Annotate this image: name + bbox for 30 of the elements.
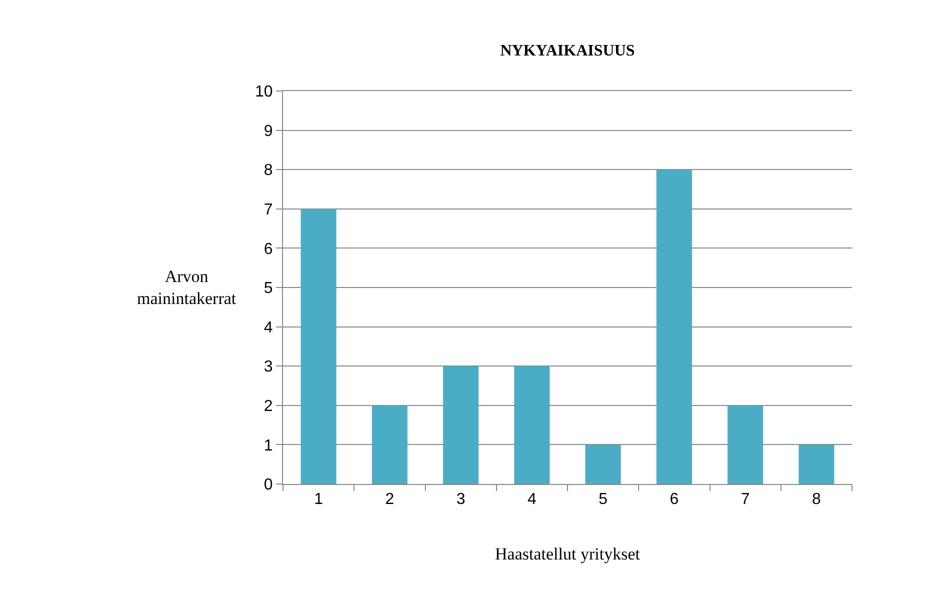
y-tick-label: 9 — [264, 122, 273, 140]
y-tick-label: 10 — [255, 84, 273, 101]
x-tick-label: 5 — [598, 491, 608, 508]
x-tick-label: 7 — [740, 491, 750, 508]
x-tick-label: 6 — [670, 491, 679, 508]
y-tick-label: 3 — [264, 358, 273, 376]
bar — [585, 444, 621, 484]
bar — [300, 208, 336, 484]
y-tick-label: 8 — [264, 162, 273, 180]
y-tick-label: 6 — [264, 240, 273, 258]
x-tick-label: 8 — [812, 491, 821, 508]
y-tick-label: 2 — [264, 398, 273, 415]
y-tick-label: 1 — [264, 437, 273, 454]
bar — [728, 405, 764, 484]
x-tick-label: 3 — [456, 491, 466, 508]
y-axis-title: Arvon mainintakerrat — [137, 267, 236, 308]
x-tick-label: 4 — [527, 491, 536, 508]
chart-title: NYKYAIKAISUUS — [500, 42, 635, 60]
x-tick-label: 2 — [385, 491, 394, 508]
x-axis-title: Haastatellut yritykset — [495, 544, 640, 564]
x-tick-label: 1 — [314, 491, 324, 508]
bar — [372, 405, 408, 484]
y-tick-label: 7 — [264, 202, 273, 218]
bar — [798, 444, 834, 484]
bar — [656, 170, 692, 484]
y-tick-label: 5 — [264, 280, 273, 298]
bar — [514, 366, 550, 484]
y-tick-label: 0 — [264, 476, 273, 494]
y-tick-label: 4 — [264, 319, 273, 336]
bar — [443, 366, 479, 484]
